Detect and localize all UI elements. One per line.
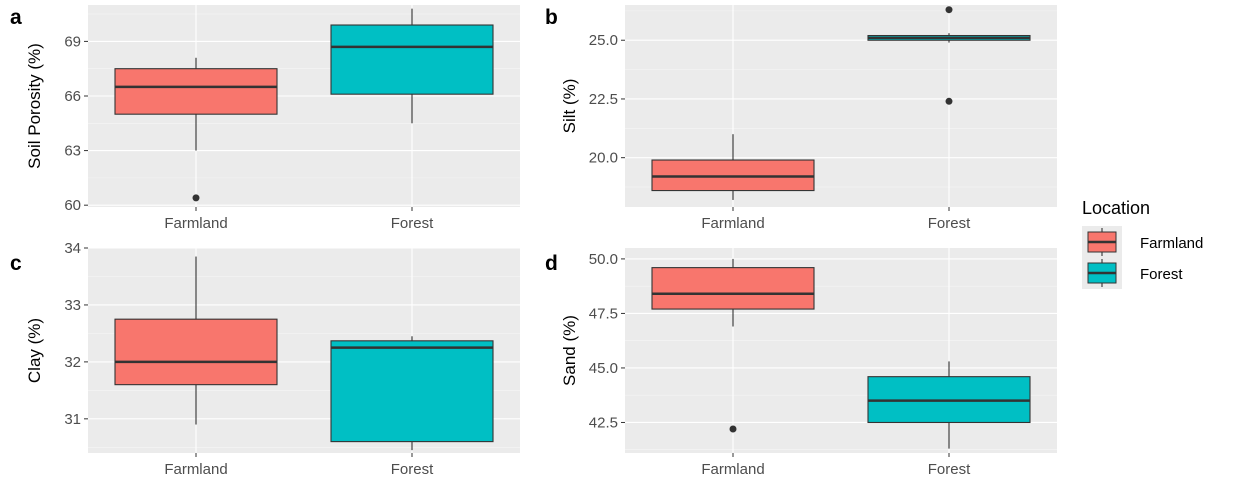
panel-d-y-tick-label: 45.0	[589, 360, 618, 377]
panel-b-forest-outlier-point	[945, 97, 953, 105]
panel-b-y-tick-label: 22.5	[589, 91, 618, 108]
panel-b-tag: b	[545, 6, 558, 29]
panel-a-y-tick-label: 63	[64, 143, 81, 160]
legend-item-forest: Forest	[1082, 257, 1183, 289]
panel-d-y-tick-label: 42.5	[589, 414, 618, 431]
panel-c-y-tick-label: 33	[64, 297, 81, 314]
panel-a-x-tick-label-forest: Forest	[391, 215, 434, 232]
panel-a-x-tick-label-farmland: Farmland	[164, 215, 227, 232]
panel-d: 42.5 45.0 47.5 50.0 Farmland Forest Sand (%) d	[545, 248, 1057, 478]
panel-c-y-tick-label: 34	[64, 240, 81, 257]
panel-b-y-axis-title: Silt (%)	[560, 79, 579, 134]
panel-a: 60 63 66 69 Farmland Forest Soil Porosity (%)a	[10, 5, 520, 232]
panel-b-y-tick-label: 25.0	[589, 32, 618, 49]
panel-c-tag: c	[10, 252, 22, 275]
panel-c-y-tick-label: 31	[64, 411, 81, 428]
panel-b: 20.0 22.5 25.0 Farmland Forest Silt (%) b	[545, 5, 1057, 232]
panel-a-y-tick-label: 66	[64, 88, 81, 105]
panel-c-farmland-box	[114, 318, 278, 386]
panel-d-x-tick-label-farmland: Farmland	[701, 461, 764, 478]
panel-a-y-tick-label: 69	[64, 33, 81, 50]
panel-b-x-tick-label-forest: Forest	[928, 215, 971, 232]
panel-d-farmland-outlier-point	[729, 425, 737, 433]
panel-a-y-tick-label: 60	[64, 197, 81, 214]
panel-b-y-tick-label: 20.0	[589, 150, 618, 167]
panel-a-forest-box	[330, 24, 494, 95]
panel-b-forest-outlier-point	[945, 6, 953, 14]
panel-d-farmland-box	[651, 267, 815, 310]
panel-a-tag: a	[10, 6, 22, 29]
panel-c-x-tick-label-forest: Forest	[391, 461, 434, 478]
panel-c: 31 32 33 34 Farmland Forest Clay (%) c	[10, 240, 520, 478]
panel-d-y-tick-label: 47.5	[589, 305, 618, 322]
legend-title: Location	[1082, 198, 1150, 218]
panel-c-y-tick-label: 32	[64, 354, 81, 371]
panels-group: 60 63 66 69 Farmland Forest Soil Porosity (%)a…	[10, 5, 1057, 478]
panel-d-y-tick-label: 50.0	[589, 251, 618, 268]
panel-c-forest-box	[330, 340, 494, 443]
legend-label-forest: Forest	[1140, 266, 1183, 283]
legend-label-farmland: Farmland	[1140, 235, 1203, 252]
panel-c-x-tick-label-farmland: Farmland	[164, 461, 227, 478]
legend: Location Farmland Forest	[1082, 198, 1203, 289]
panel-c-y-axis-title: Clay (%)	[25, 318, 44, 383]
panel-a-farmland-box	[114, 68, 278, 115]
panel-a-y-axis-title: Soil Porosity (%)	[25, 43, 44, 169]
panel-a-farmland-outlier-point	[192, 194, 200, 202]
legend-item-farmland: Farmland	[1082, 226, 1203, 258]
panel-d-x-tick-label-forest: Forest	[928, 461, 971, 478]
panel-d-y-axis-title: Sand (%)	[560, 315, 579, 386]
panel-b-x-tick-label-farmland: Farmland	[701, 215, 764, 232]
panel-d-tag: d	[545, 252, 558, 275]
